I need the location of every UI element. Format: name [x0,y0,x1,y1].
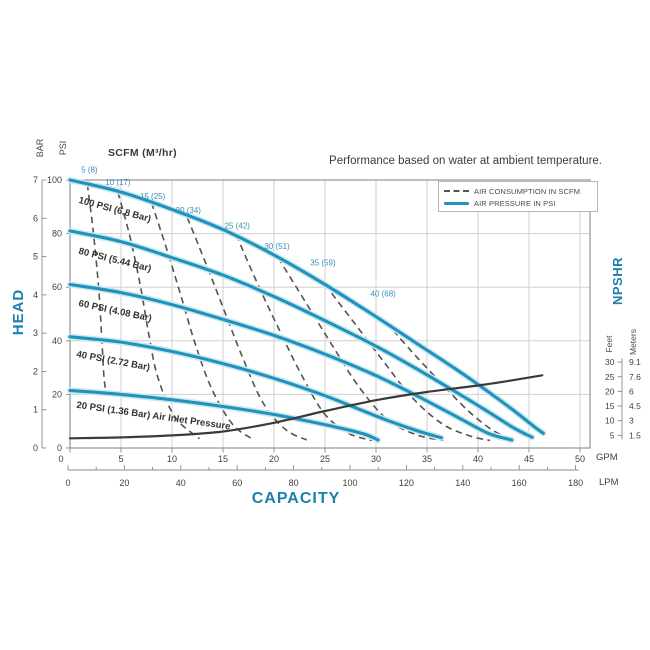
legend-item-air-consumption: AIR CONSUMPTION IN SCFM [444,185,593,197]
gpm-tick-label: 30 [371,454,381,464]
bar-tick-label: 1 [33,405,38,415]
lpm-tick-label: 0 [65,478,70,488]
npshr-axis-title: NPSHR [610,257,625,306]
psi-tick-label: 80 [52,229,62,239]
psi-axis-header: PSI [58,140,68,156]
head-axis-title: HEAD [10,288,27,336]
bar-axis-header: BAR [35,138,45,158]
lpm-tick-label: 80 [289,478,299,488]
consumption-curve-label-25scfm: 25 (42) [225,222,251,231]
consumption-curve-30scfm [277,257,444,442]
pressure-curve-20psi [68,388,380,442]
pressure-curve-100psi [68,178,545,435]
npshr-meters-tick-label: 4.5 [629,401,641,411]
psi-tick-label: 60 [52,282,62,292]
bar-tick-label: 0 [33,443,38,453]
bar-tick-label: 5 [33,252,38,262]
gpm-tick-label: 25 [320,454,330,464]
gpm-tick-label: 5 [118,454,123,464]
consumption-curve-label-5scfm: 5 (8) [81,165,98,174]
gpm-tick-label: 10 [167,454,177,464]
consumption-curve-20scfm [186,217,307,441]
gpm-tick-label: 15 [218,454,228,464]
gpm-tick-label: 45 [524,454,534,464]
npshr-feet-label: Feet [604,335,614,353]
consumption-curve-5scfm [86,183,107,392]
bar-tick-label: 3 [33,328,38,338]
pressure-curve-label-40psi: 40 PSI (2.72 Bar) [76,349,151,373]
consumption-curve-10scfm [117,191,201,440]
consumption-curve-label-40scfm: 40 (68) [370,290,396,299]
npshr-meters-label: Meters [628,329,638,355]
npshr-curve [68,374,544,440]
lpm-tick-label: 60 [232,478,242,488]
bar-tick-label: 4 [33,290,38,300]
npshr-meters-tick-label: 6 [629,386,634,396]
npshr-meters-tick-label: 1.5 [629,430,641,440]
consumption-curve-label-35scfm: 35 (59) [310,258,336,267]
pressure-curve-80psi [68,229,534,439]
npshr-meters-tick-label: 9.1 [629,357,641,367]
psi-tick-label: 40 [52,336,62,346]
lpm-tick-label: 120 [399,478,414,488]
pressure-curve-label-60psi: 60 PSI (4.08 Bar) [78,298,153,324]
psi-tick-label: 20 [52,389,62,399]
npshr-meters-tick-label: 7.6 [629,372,641,382]
npshr-feet-tick-label: 20 [605,386,615,396]
gpm-tick-label: 35 [422,454,432,464]
npshr-meters-tick-label: 3 [629,416,634,426]
pressure-curve-60psi [68,282,514,442]
legend-item-air-pressure: AIR PRESSURE IN PSI [444,197,593,209]
bar-tick-label: 7 [33,175,38,185]
plot-border [69,179,591,449]
npshr-feet-tick-label: 15 [605,401,615,411]
psi-tick-label: 100 [47,175,62,185]
consumption-curve-35scfm [324,284,491,442]
consumption-curve-label-20scfm: 20 (34) [176,206,202,215]
consumption-curve-label-30scfm: 30 (51) [264,242,290,251]
psi-tick-label: 0 [57,443,62,453]
gpm-tick-label: 50 [575,454,585,464]
lpm-tick-label: 40 [176,478,186,488]
npshr-feet-tick-label: 30 [605,357,615,367]
bar-tick-label: 6 [33,213,38,223]
chart-legend: AIR CONSUMPTION IN SCFM AIR PRESSURE IN … [438,181,598,212]
scfm-units-header: SCFM (M³/hr) [108,147,177,159]
gpm-tick-label: 40 [473,454,483,464]
legend-label: AIR CONSUMPTION IN SCFM [474,186,581,196]
dashed-line-sample-icon [444,190,469,192]
lpm-tick-label: 160 [512,478,527,488]
solid-line-sample-icon [444,201,469,205]
gpm-tick-label: 0 [58,454,63,464]
lpm-unit-label: LPM [599,477,619,488]
lpm-tick-label: 140 [455,478,470,488]
consumption-curve-40scfm [385,321,516,441]
consumption-curve-label-15scfm: 15 (25) [140,192,166,201]
consumption-curve-label-10scfm: 10 (17) [105,178,131,187]
lpm-tick-label: 20 [119,478,129,488]
lpm-tick-label: 180 [568,478,583,488]
bar-tick-label: 2 [33,366,38,376]
capacity-axis-title: CAPACITY [251,490,341,507]
npshr-feet-tick-label: 25 [605,372,615,382]
gpm-tick-label: 20 [269,454,279,464]
consumption-curve-15scfm [150,202,253,440]
npshr-feet-tick-label: 5 [610,430,615,440]
lpm-tick-label: 100 [342,478,357,488]
pressure-curve-40psi [68,335,443,440]
legend-label: AIR PRESSURE IN PSI [474,198,556,208]
npshr-feet-tick-label: 10 [605,416,615,426]
gpm-unit-label: GPM [596,452,618,463]
chart-title: Performance based on water at ambient te… [329,155,602,167]
